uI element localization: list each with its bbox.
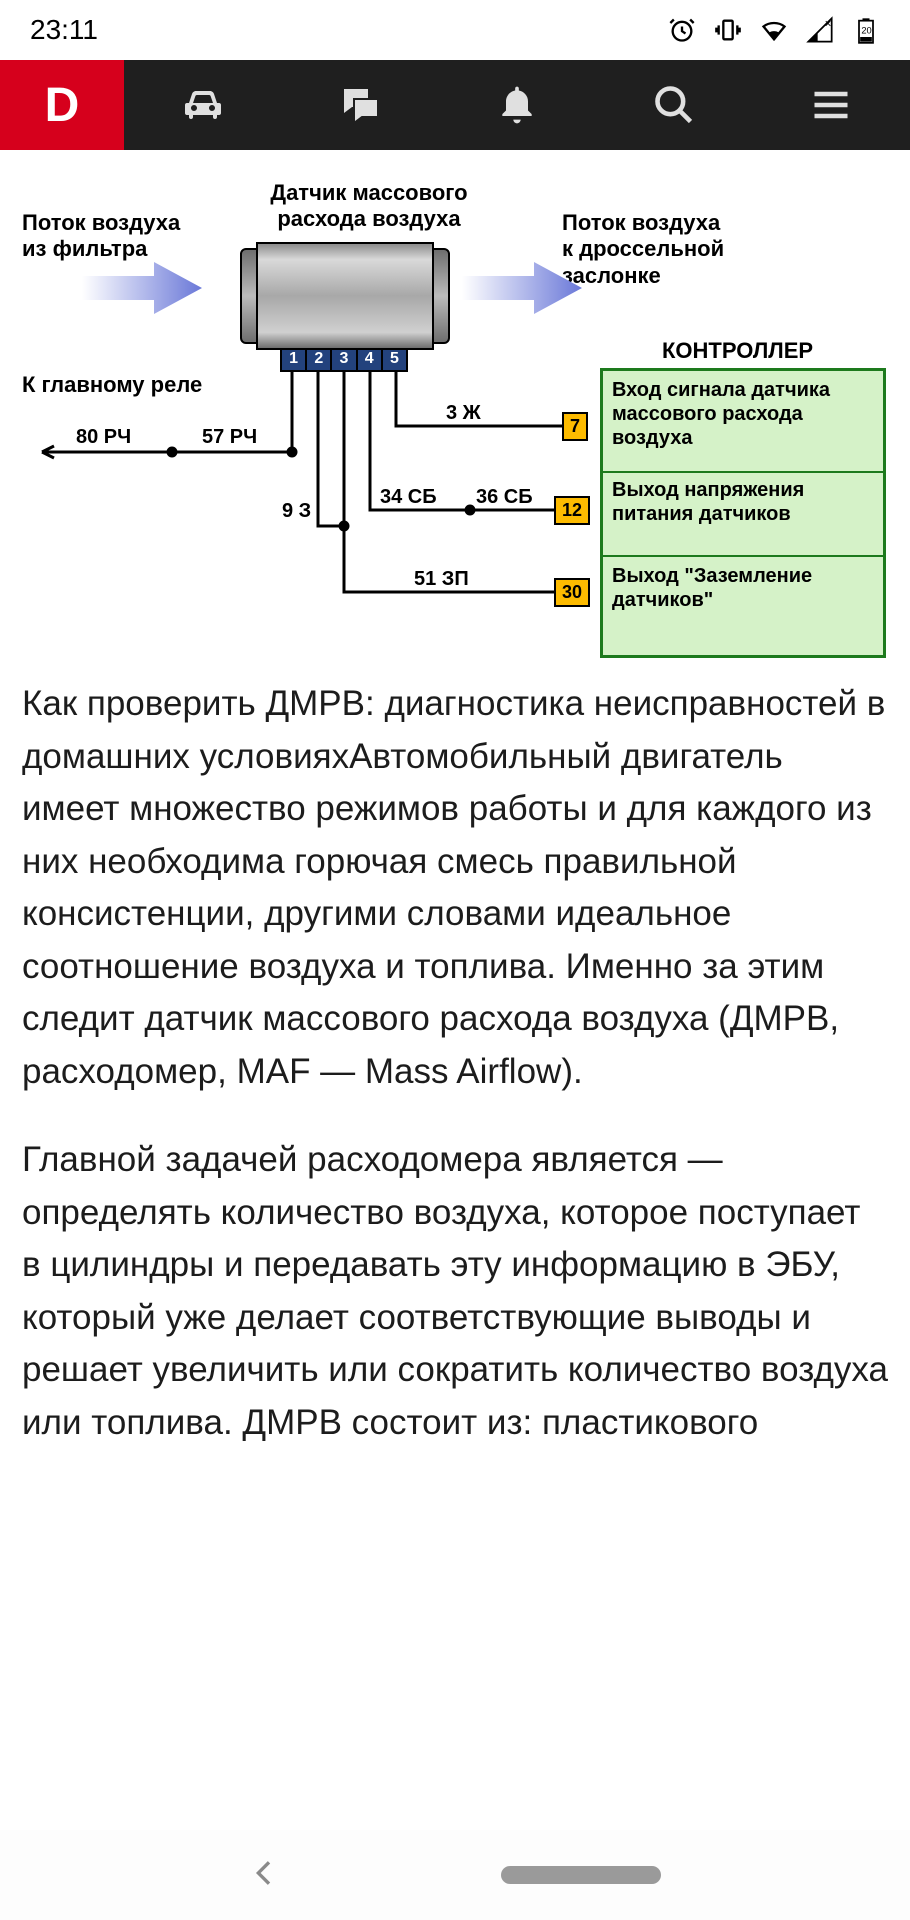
menu-icon[interactable]	[801, 75, 861, 135]
messages-icon[interactable]	[330, 75, 390, 135]
bell-icon[interactable]	[487, 75, 547, 135]
svg-text:×: ×	[825, 18, 832, 31]
diagram-wires	[22, 180, 888, 658]
car-icon[interactable]	[173, 75, 233, 135]
content-area: Датчик массовогорасхода воздуха Поток во…	[0, 150, 910, 1449]
nav-home-pill[interactable]	[501, 1866, 661, 1884]
status-icons: × 20	[668, 16, 880, 44]
status-time: 23:11	[30, 14, 98, 46]
system-nav-bar	[0, 1830, 910, 1920]
app-logo[interactable]: D	[0, 60, 124, 150]
alarm-icon	[668, 16, 696, 44]
svg-text:20: 20	[861, 26, 871, 36]
article-body: Как проверить ДМРВ: диагностика неисправ…	[22, 678, 888, 1449]
vibrate-icon	[714, 16, 742, 44]
battery-icon: 20	[852, 16, 880, 44]
status-bar: 23:11 × 20	[0, 0, 910, 60]
maf-sensor-diagram: Датчик массовогорасхода воздуха Поток во…	[22, 180, 888, 658]
wifi-icon	[760, 16, 788, 44]
search-icon[interactable]	[644, 75, 704, 135]
signal-icon: ×	[806, 16, 834, 44]
article-paragraph: Главной задачей расходомера является — о…	[22, 1134, 888, 1449]
nav-back-button[interactable]	[249, 1857, 281, 1894]
article-paragraph: Как проверить ДМРВ: диагностика неисправ…	[22, 678, 888, 1098]
app-header: D Подробн	[0, 60, 910, 150]
